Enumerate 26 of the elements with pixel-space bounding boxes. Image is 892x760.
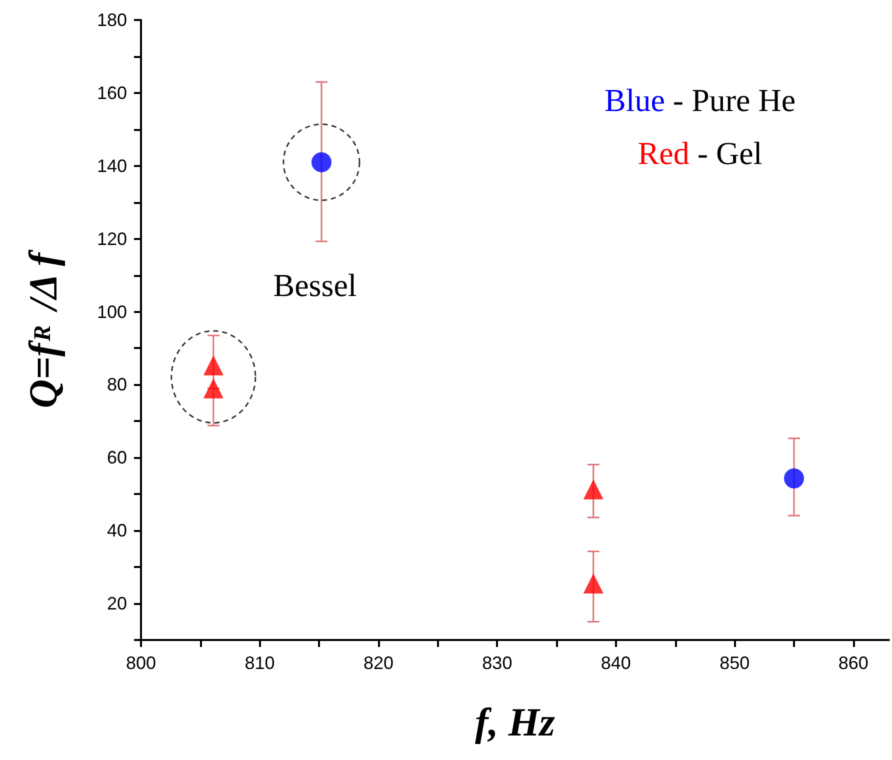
point [583, 573, 604, 594]
x-tick-label: 850 [720, 653, 750, 673]
point [583, 479, 604, 500]
x-tick-label: 810 [244, 653, 275, 673]
annotation: Blue - Pure He [604, 82, 796, 118]
x-tick-label: 830 [482, 653, 512, 673]
annotation: Red - Gel [638, 135, 762, 171]
y-tick-label: 20 [106, 594, 127, 614]
x-axis-title: f, Hz [475, 700, 556, 744]
y-tick-label: 180 [96, 10, 127, 30]
y-tick-label: 120 [96, 228, 127, 249]
y-tick-label: 140 [96, 156, 127, 176]
y-tick-label: 40 [106, 520, 127, 541]
annotation: Bessel [273, 267, 357, 303]
point [203, 378, 224, 398]
x-tick-label: 840 [600, 653, 631, 673]
x-tick-label: 820 [363, 653, 394, 673]
y-tick-label: 60 [106, 448, 127, 468]
point [203, 355, 224, 376]
y-axis-title: Q=fR /Δ f [20, 249, 66, 408]
x-tick-label: 800 [126, 653, 156, 673]
y-tick-label: 160 [96, 82, 127, 103]
y-tick-label: 100 [96, 302, 127, 322]
point [784, 468, 804, 488]
x-tick-label: 860 [838, 653, 868, 673]
y-tick-label: 80 [106, 374, 127, 395]
